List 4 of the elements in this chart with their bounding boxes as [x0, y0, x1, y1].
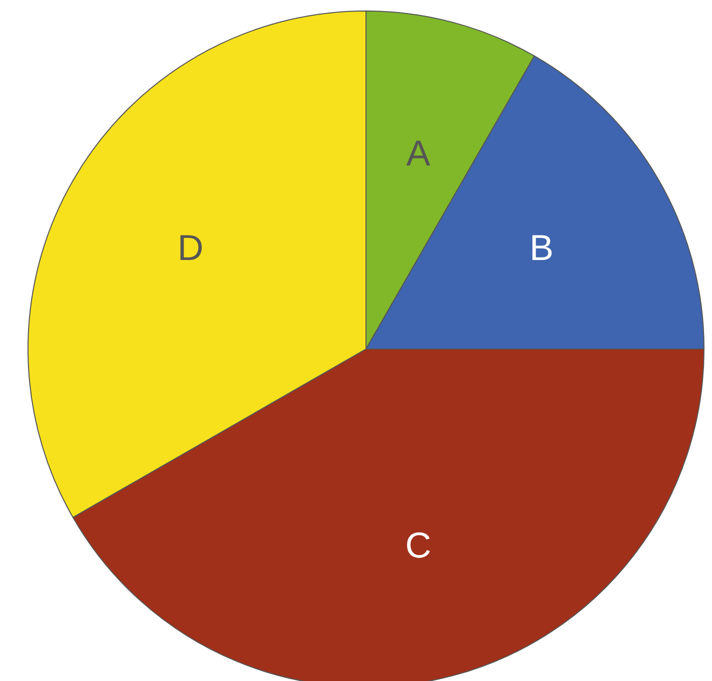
slice-label: D [177, 226, 204, 268]
slice-label: B [530, 226, 554, 268]
slice-label: A [406, 132, 430, 174]
slice-label: C [405, 524, 432, 566]
